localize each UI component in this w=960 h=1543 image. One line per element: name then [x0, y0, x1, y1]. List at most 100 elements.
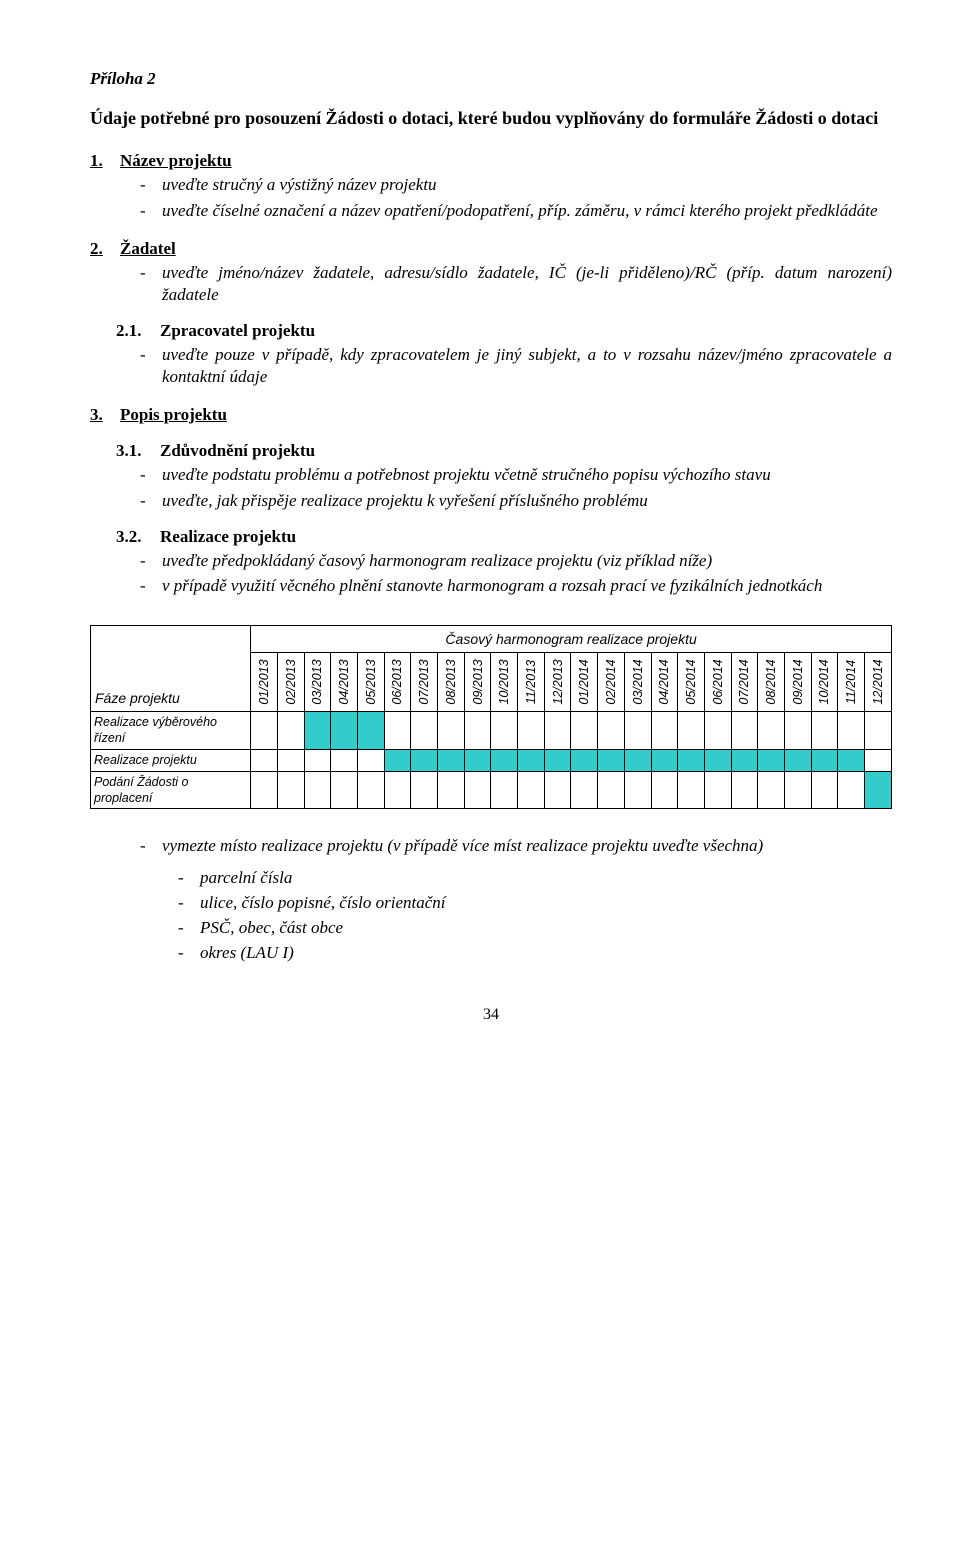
- section-2-num: 2.: [90, 238, 120, 260]
- gantt-cell: [704, 771, 731, 809]
- gantt-cell: [518, 749, 545, 771]
- gantt-cell: [678, 771, 705, 809]
- gantt-cell: [251, 771, 278, 809]
- section-3-1-bullets: uveďte podstatu problému a potřebnost pr…: [90, 464, 892, 511]
- section-3-num: 3.: [90, 404, 120, 426]
- gantt-cell: [865, 771, 892, 809]
- gantt-cell: [784, 771, 811, 809]
- gantt-cell: [331, 712, 358, 750]
- gantt-title: Časový harmonogram realizace projektu: [251, 625, 892, 652]
- gantt-table: Fáze projektuČasový harmonogram realizac…: [90, 625, 892, 809]
- gantt-cell: [651, 771, 678, 809]
- gantt-cell: [865, 712, 892, 750]
- gantt-cell: [678, 712, 705, 750]
- gantt-cell: [838, 771, 865, 809]
- main-title: Údaje potřebné pro posouzení Žádosti o d…: [90, 106, 892, 130]
- gantt-cell: [731, 712, 758, 750]
- gantt-cell: [411, 712, 438, 750]
- gantt-month-header: 09/2014: [784, 653, 811, 712]
- section-3-1-num: 3.1.: [90, 440, 160, 462]
- page-number: 34: [90, 1005, 892, 1026]
- gantt-cell: [277, 749, 304, 771]
- section-1-num: 1.: [90, 150, 120, 172]
- section-3-2: 3.2. Realizace projektu: [90, 526, 892, 548]
- gantt-cell: [758, 749, 785, 771]
- gantt-cell: [598, 771, 625, 809]
- gantt-cell: [411, 749, 438, 771]
- gantt-month-header: 08/2014: [758, 653, 785, 712]
- bullet: parcelní čísla: [178, 867, 892, 889]
- bullet: uveďte pouze v případě, kdy zpracovatele…: [140, 344, 892, 388]
- gantt-cell: [438, 712, 465, 750]
- gantt-month-header: 03/2014: [624, 653, 651, 712]
- gantt-month-header: 10/2014: [811, 653, 838, 712]
- bullet: uveďte, jak přispěje realizace projektu …: [140, 490, 892, 512]
- gantt-month-header: 12/2014: [865, 653, 892, 712]
- bullet: ulice, číslo popisné, číslo orientační: [178, 892, 892, 914]
- gantt-cell: [491, 712, 518, 750]
- gantt-cell: [464, 771, 491, 809]
- bullet: uveďte podstatu problému a potřebnost pr…: [140, 464, 892, 486]
- gantt-month-header: 01/2013: [251, 653, 278, 712]
- gantt-month-header: 02/2013: [277, 653, 304, 712]
- gantt-month-header: 05/2013: [357, 653, 384, 712]
- gantt-cell: [331, 749, 358, 771]
- bullet: okres (LAU I): [178, 942, 892, 964]
- gantt-month-header: 11/2013: [518, 653, 545, 712]
- gantt-cell: [571, 749, 598, 771]
- gantt-cell: [811, 749, 838, 771]
- gantt-cell: [251, 712, 278, 750]
- gantt-month-header: 01/2014: [571, 653, 598, 712]
- gantt-month-header: 11/2014: [838, 653, 865, 712]
- gantt-cell: [384, 771, 411, 809]
- section-1: 1. Název projektu: [90, 150, 892, 172]
- section-3: 3. Popis projektu: [90, 404, 892, 426]
- gantt-month-header: 05/2014: [678, 653, 705, 712]
- bullet: v případě využití věcného plnění stanovt…: [140, 575, 892, 597]
- section-3-2-title: Realizace projektu: [160, 526, 296, 548]
- after-bullets: vymezte místo realizace projektu (v příp…: [90, 835, 892, 857]
- section-3-1-title: Zdůvodnění projektu: [160, 440, 315, 462]
- gantt-month-header: 02/2014: [598, 653, 625, 712]
- gantt-cell: [704, 712, 731, 750]
- section-2-1-title: Zpracovatel projektu: [160, 320, 315, 342]
- gantt-cell: [651, 712, 678, 750]
- gantt-cell: [624, 771, 651, 809]
- gantt-row-label: Realizace výběrového řízení: [91, 712, 251, 750]
- gantt-cell: [357, 712, 384, 750]
- section-2: 2. Žadatel: [90, 238, 892, 260]
- section-2-bullets: uveďte jméno/název žadatele, adresu/sídl…: [90, 262, 892, 306]
- section-2-title: Žadatel: [120, 238, 176, 260]
- gantt-cell: [304, 712, 331, 750]
- gantt-month-header: 08/2013: [438, 653, 465, 712]
- gantt-cell: [464, 712, 491, 750]
- gantt-cell: [357, 771, 384, 809]
- gantt-cell: [438, 749, 465, 771]
- gantt-cell: [518, 771, 545, 809]
- gantt-cell: [811, 712, 838, 750]
- gantt-chart: Fáze projektuČasový harmonogram realizac…: [90, 625, 892, 809]
- gantt-cell: [277, 712, 304, 750]
- gantt-month-header: 06/2013: [384, 653, 411, 712]
- section-3-1: 3.1. Zdůvodnění projektu: [90, 440, 892, 462]
- gantt-cell: [331, 771, 358, 809]
- gantt-cell: [598, 712, 625, 750]
- gantt-cell: [731, 771, 758, 809]
- section-1-title: Název projektu: [120, 150, 232, 172]
- gantt-cell: [598, 749, 625, 771]
- gantt-month-header: 10/2013: [491, 653, 518, 712]
- gantt-cell: [624, 712, 651, 750]
- gantt-row-label: Podání Žádosti o proplacení: [91, 771, 251, 809]
- gantt-cell: [411, 771, 438, 809]
- gantt-cell: [624, 749, 651, 771]
- gantt-month-header: 03/2013: [304, 653, 331, 712]
- gantt-month-header: 04/2014: [651, 653, 678, 712]
- bullet: uveďte jméno/název žadatele, adresu/sídl…: [140, 262, 892, 306]
- gantt-cell: [544, 712, 571, 750]
- gantt-cell: [811, 771, 838, 809]
- bullet: vymezte místo realizace projektu (v příp…: [140, 835, 892, 857]
- gantt-cell: [251, 749, 278, 771]
- gantt-cell: [544, 771, 571, 809]
- gantt-month-header: 12/2013: [544, 653, 571, 712]
- gantt-cell: [678, 749, 705, 771]
